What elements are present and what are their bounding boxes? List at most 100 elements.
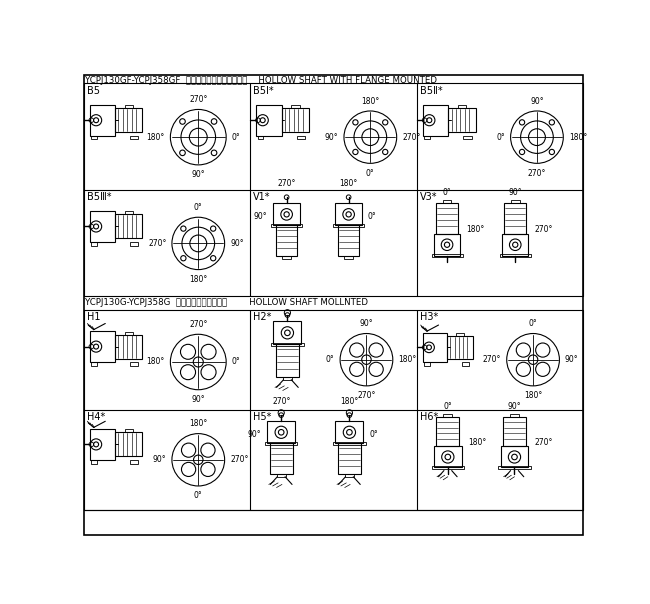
Text: 90°: 90°: [508, 188, 522, 198]
Bar: [276, 225, 298, 255]
Text: H5*: H5*: [254, 412, 272, 422]
Bar: [462, 362, 469, 366]
Text: 0°: 0°: [366, 169, 374, 178]
Text: H3*: H3*: [420, 312, 438, 322]
Bar: [463, 136, 472, 140]
Text: H2*: H2*: [254, 312, 272, 322]
Bar: [432, 466, 464, 469]
Bar: [511, 201, 519, 204]
Bar: [125, 332, 133, 335]
Bar: [502, 234, 528, 255]
Bar: [125, 211, 133, 214]
Bar: [271, 343, 304, 346]
Text: 90°: 90°: [565, 355, 578, 364]
Text: 180°: 180°: [361, 97, 380, 106]
Text: B5: B5: [86, 86, 99, 95]
Bar: [333, 442, 366, 445]
Text: 90°: 90°: [153, 455, 166, 464]
Text: 270°: 270°: [148, 239, 166, 248]
Text: 180°: 180°: [398, 355, 417, 364]
Bar: [498, 466, 531, 469]
Text: 90°: 90°: [530, 97, 544, 106]
Text: 270°: 270°: [189, 320, 207, 329]
Bar: [274, 204, 300, 225]
Bar: [90, 105, 115, 136]
Bar: [267, 422, 295, 443]
Text: H1: H1: [86, 312, 100, 322]
Text: 90°: 90°: [230, 239, 244, 248]
Bar: [91, 136, 97, 140]
Text: YCPJ130GF-YCPJ358GF  空心轴法兰式联接（安装）    HOLLOW SHAFT WITH FLANGE MOUNTED: YCPJ130GF-YCPJ358GF 空心轴法兰式联接（安装） HOLLOW …: [85, 76, 437, 85]
Bar: [125, 105, 133, 108]
Text: 180°: 180°: [189, 275, 207, 284]
Bar: [115, 335, 142, 359]
Text: YCPJ130G-YCPJ358G  空心轴式联接（安装）        HOLLOW SHAFT MOLLNTED: YCPJ130G-YCPJ358G 空心轴式联接（安装） HOLLOW SHAF…: [85, 298, 368, 307]
Bar: [434, 234, 460, 255]
Bar: [265, 442, 298, 445]
Bar: [436, 204, 458, 234]
Bar: [500, 254, 531, 257]
Text: 270°: 270°: [483, 355, 501, 364]
Text: 90°: 90°: [508, 402, 521, 411]
Text: 270°: 270°: [402, 133, 421, 142]
Bar: [338, 225, 359, 255]
Bar: [448, 108, 476, 132]
Text: 270°: 270°: [230, 455, 248, 464]
Bar: [335, 204, 362, 225]
Bar: [443, 414, 452, 417]
Text: 0°: 0°: [194, 203, 203, 212]
Text: 0°: 0°: [528, 319, 538, 328]
Text: V1*: V1*: [254, 192, 271, 202]
Text: 90°: 90°: [192, 395, 205, 404]
Text: 180°: 180°: [339, 179, 358, 188]
Text: 180°: 180°: [147, 358, 165, 367]
Bar: [277, 474, 286, 477]
Text: 180°: 180°: [524, 391, 542, 400]
Text: 90°: 90°: [359, 319, 373, 328]
Bar: [283, 377, 292, 380]
Text: 270°: 270°: [358, 391, 376, 400]
Bar: [456, 333, 464, 336]
Bar: [443, 201, 451, 204]
Bar: [458, 105, 466, 108]
Bar: [432, 254, 463, 257]
Text: 90°: 90°: [254, 212, 267, 221]
Text: 0°: 0°: [497, 133, 505, 142]
Bar: [271, 224, 302, 227]
Text: 90°: 90°: [248, 430, 261, 439]
Bar: [504, 204, 526, 234]
Bar: [90, 429, 115, 460]
Bar: [297, 136, 305, 140]
Bar: [276, 344, 299, 377]
Bar: [257, 136, 263, 140]
Text: 180°: 180°: [467, 225, 485, 234]
Text: 0°: 0°: [368, 212, 377, 221]
Text: H6*: H6*: [420, 412, 438, 422]
Text: B5Ⅲ*: B5Ⅲ*: [86, 192, 111, 202]
Text: 0°: 0°: [443, 188, 451, 198]
Bar: [115, 214, 142, 239]
Bar: [424, 136, 430, 140]
Bar: [130, 242, 138, 246]
Text: 0°: 0°: [194, 492, 203, 500]
Bar: [338, 443, 361, 474]
Text: 90°: 90°: [192, 170, 205, 179]
Text: 180°: 180°: [569, 133, 587, 142]
Bar: [91, 242, 97, 246]
Text: 180°: 180°: [341, 397, 359, 406]
Text: 270°: 270°: [534, 225, 553, 234]
Bar: [434, 446, 462, 467]
Bar: [503, 417, 526, 446]
Bar: [130, 362, 138, 366]
Bar: [115, 432, 142, 457]
Text: V3*: V3*: [420, 192, 437, 202]
Bar: [281, 108, 309, 132]
Bar: [90, 211, 115, 242]
Text: 180°: 180°: [147, 133, 165, 142]
Bar: [282, 255, 291, 259]
Text: 0°: 0°: [231, 133, 240, 142]
Bar: [90, 331, 115, 362]
Bar: [130, 136, 138, 140]
Bar: [344, 255, 353, 259]
Bar: [500, 446, 528, 467]
